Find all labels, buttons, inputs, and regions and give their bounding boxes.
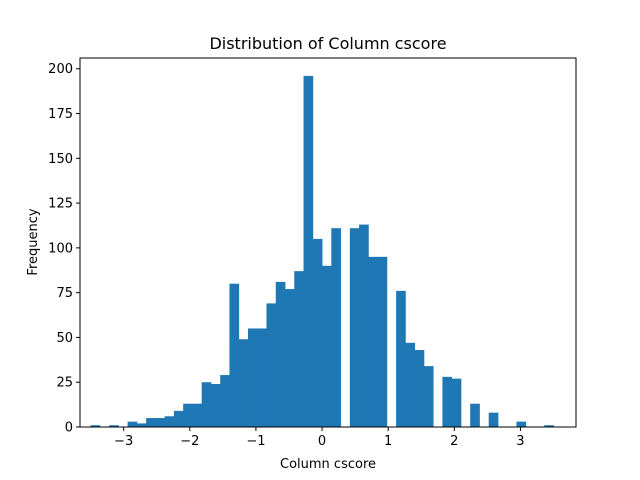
y-tick-label: 125 bbox=[48, 197, 73, 212]
x-tick-label: 1 bbox=[384, 434, 392, 449]
chart-title: Distribution of Column cscore bbox=[209, 34, 446, 53]
histogram-bar bbox=[247, 328, 258, 427]
y-axis: 0 25 50 75 100 125 150 175 200 bbox=[48, 62, 80, 436]
plot-frame bbox=[79, 57, 577, 428]
histogram-bar bbox=[238, 339, 249, 427]
x-axis-label: Column cscore bbox=[280, 457, 376, 472]
y-axis-label: Frequency bbox=[26, 208, 41, 275]
histogram-bar bbox=[201, 382, 212, 427]
histogram-bar bbox=[405, 342, 416, 427]
histogram-bar bbox=[275, 281, 286, 427]
histogram-bar bbox=[266, 303, 277, 427]
histogram-bar bbox=[414, 349, 425, 427]
y-tick-label: 25 bbox=[56, 376, 73, 391]
histogram-bar bbox=[312, 238, 323, 427]
histogram-bar bbox=[90, 425, 101, 427]
histogram-bar bbox=[349, 228, 360, 427]
x-tick-label: 3 bbox=[516, 434, 524, 449]
x-tick-label: 0 bbox=[318, 434, 326, 449]
histogram-bar bbox=[451, 378, 462, 427]
histogram-bar bbox=[368, 256, 378, 427]
y-tick-label: 75 bbox=[56, 286, 73, 301]
histogram-bar bbox=[544, 425, 554, 427]
y-tick-label: 100 bbox=[48, 241, 73, 256]
y-tick-label: 175 bbox=[48, 107, 73, 122]
y-tick-label: 50 bbox=[56, 331, 73, 346]
bars-group bbox=[90, 75, 554, 427]
histogram-bar bbox=[359, 224, 369, 427]
histogram-bar bbox=[173, 410, 184, 427]
histogram-bar bbox=[322, 265, 332, 427]
x-tick-label: 2 bbox=[450, 434, 458, 449]
histogram-bar bbox=[146, 418, 156, 427]
histogram-bar bbox=[155, 418, 166, 427]
histogram-bar bbox=[516, 421, 527, 427]
histogram-bar bbox=[294, 271, 304, 427]
histogram-bar bbox=[183, 403, 193, 427]
y-tick-label: 150 bbox=[48, 152, 73, 167]
histogram-bar bbox=[470, 403, 480, 427]
histogram-bar bbox=[488, 412, 499, 427]
histogram-bar bbox=[210, 384, 221, 427]
y-tick-label: 200 bbox=[48, 62, 73, 77]
histogram-bar bbox=[377, 256, 388, 427]
histogram-bar bbox=[164, 416, 175, 427]
x-tick-label: −1 bbox=[246, 434, 265, 449]
histogram-bar bbox=[257, 328, 267, 427]
histogram-bar bbox=[220, 375, 230, 427]
histogram-bar bbox=[442, 376, 453, 427]
histogram-bar bbox=[423, 366, 434, 427]
histogram-bar bbox=[331, 228, 341, 427]
histogram-bar bbox=[285, 289, 295, 427]
histogram-bar bbox=[127, 421, 138, 427]
y-tick-label: 0 bbox=[65, 421, 73, 436]
histogram-bar bbox=[109, 425, 119, 427]
histogram-bar bbox=[229, 283, 240, 427]
histogram-bar bbox=[192, 403, 203, 427]
x-axis: −3 −2 −1 0 1 2 3 bbox=[114, 427, 525, 449]
x-tick-label: −2 bbox=[180, 434, 199, 449]
histogram-bar bbox=[136, 423, 147, 427]
histogram-bar bbox=[303, 75, 314, 427]
histogram-bar bbox=[396, 290, 406, 427]
x-tick-label: −3 bbox=[114, 434, 133, 449]
